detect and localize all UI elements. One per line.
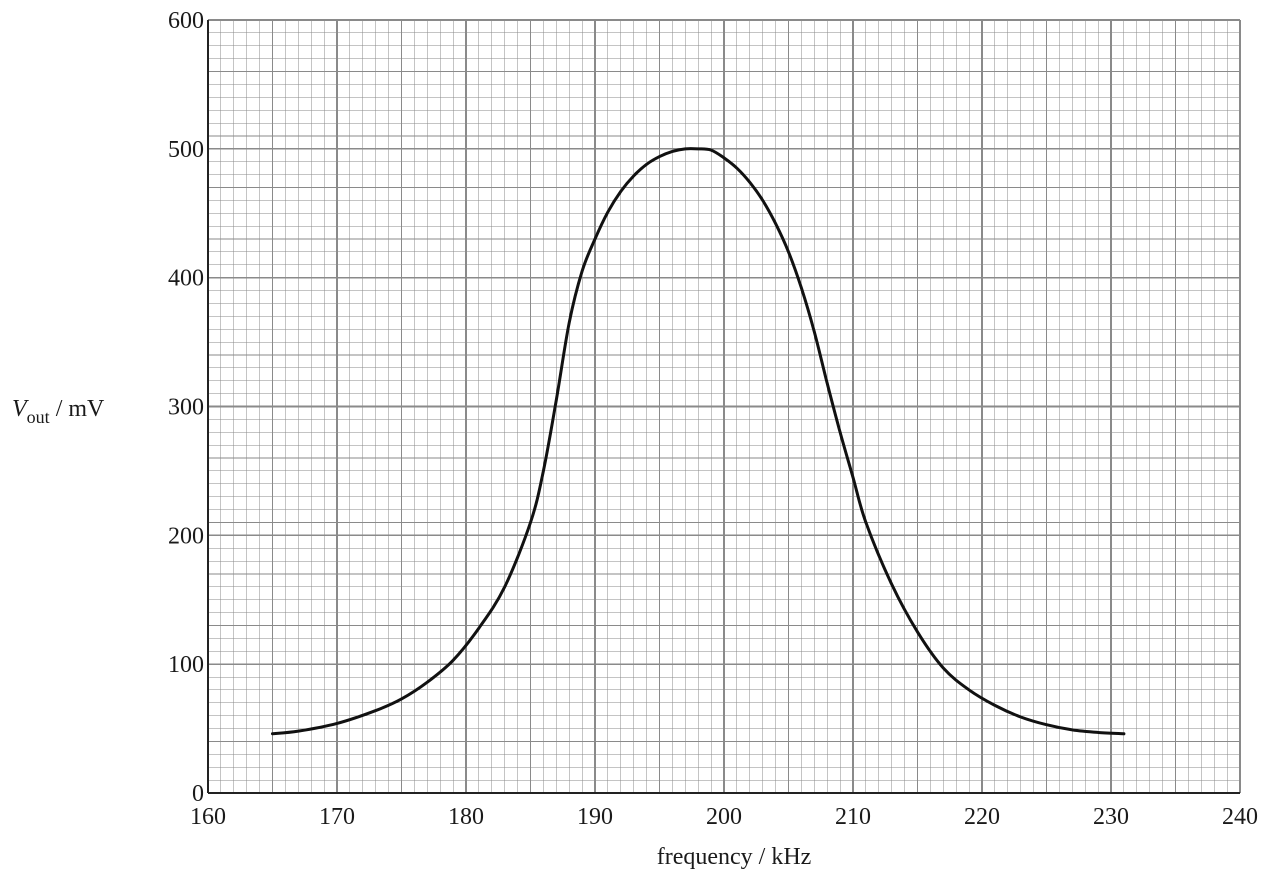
x-tick-label: 200 bbox=[706, 804, 742, 830]
x-tick-label: 210 bbox=[835, 804, 871, 830]
x-tick-label: 220 bbox=[964, 804, 1000, 830]
x-tick-label: 170 bbox=[319, 804, 355, 830]
x-tick-label: 230 bbox=[1093, 804, 1129, 830]
x-tick-labels: 160 170 180 190 200 210 220 230 240 bbox=[190, 804, 1258, 830]
y-axis-label-unit: / mV bbox=[50, 396, 105, 422]
y-axis-label-symbol: V bbox=[12, 396, 29, 422]
y-tick-label: 300 bbox=[168, 395, 204, 421]
y-axis-label: Vout / mV bbox=[12, 396, 105, 427]
y-tick-labels: 0 100 200 300 400 500 600 bbox=[168, 8, 204, 807]
x-tick-label: 180 bbox=[448, 804, 484, 830]
y-tick-label: 200 bbox=[168, 523, 204, 549]
y-tick-label: 100 bbox=[168, 652, 204, 678]
x-tick-label: 160 bbox=[190, 804, 226, 830]
axes bbox=[207, 20, 1240, 794]
series-line-vout bbox=[271, 147, 1126, 736]
y-tick-label: 400 bbox=[168, 266, 204, 292]
x-tick-label: 190 bbox=[577, 804, 613, 830]
x-tick-label: 240 bbox=[1222, 804, 1258, 830]
y-tick-label: 500 bbox=[168, 137, 204, 163]
y-tick-label: 0 bbox=[192, 781, 204, 807]
grid-major-lines bbox=[207, 19, 1241, 794]
y-tick-label: 600 bbox=[168, 8, 204, 34]
x-axis-label: frequency / kHz bbox=[657, 844, 812, 870]
y-axis-label-subscript: out bbox=[27, 407, 50, 427]
